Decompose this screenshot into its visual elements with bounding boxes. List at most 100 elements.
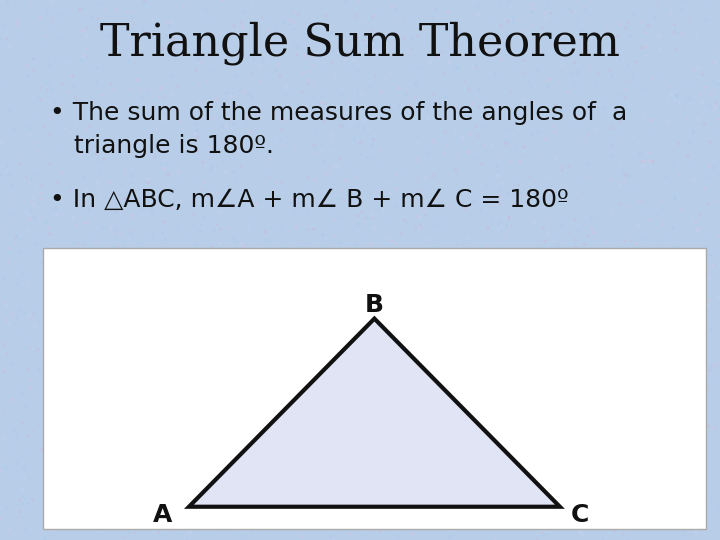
Point [177, 2, 189, 11]
Point [603, 125, 614, 133]
Point [14, 508, 26, 516]
Point [282, 350, 293, 359]
Point [321, 252, 333, 260]
Point [256, 254, 268, 263]
Point [635, 332, 647, 341]
Point [105, 32, 117, 40]
Point [453, 63, 464, 71]
Point [353, 68, 364, 76]
Point [289, 145, 301, 154]
Point [23, 195, 35, 204]
Point [590, 464, 602, 472]
Point [659, 461, 670, 469]
Point [623, 125, 634, 134]
Point [125, 103, 137, 112]
Point [32, 170, 43, 178]
Point [27, 201, 39, 210]
Point [523, 77, 534, 85]
Point [293, 181, 305, 190]
Point [150, 97, 161, 105]
Point [452, 165, 464, 173]
Point [95, 309, 107, 318]
Point [693, 115, 704, 124]
Point [253, 62, 265, 71]
Point [515, 211, 526, 219]
Point [311, 312, 323, 320]
Point [86, 194, 98, 203]
Point [220, 168, 232, 177]
Point [222, 472, 234, 481]
Point [280, 244, 292, 253]
Point [282, 91, 293, 99]
Point [22, 248, 33, 256]
Point [306, 198, 318, 206]
Point [570, 57, 582, 66]
Point [426, 96, 438, 105]
Point [197, 135, 209, 144]
Point [91, 224, 102, 233]
Point [557, 166, 568, 174]
Point [472, 490, 483, 499]
Point [456, 422, 468, 431]
Point [339, 258, 351, 267]
Point [410, 187, 422, 196]
Point [14, 235, 25, 244]
Point [62, 87, 73, 96]
Point [364, 366, 376, 375]
Point [127, 14, 138, 22]
Point [482, 223, 494, 232]
Point [162, 357, 174, 366]
Point [624, 377, 635, 386]
Point [229, 238, 240, 246]
Point [349, 504, 361, 513]
Point [325, 275, 336, 284]
Point [46, 14, 58, 22]
Point [703, 43, 714, 51]
Point [427, 413, 438, 422]
Point [589, 125, 600, 134]
Point [349, 341, 361, 349]
Point [20, 525, 32, 534]
Point [265, 154, 276, 163]
Point [164, 436, 176, 444]
Point [428, 295, 440, 304]
Point [268, 268, 279, 276]
Point [358, 509, 369, 518]
Point [703, 162, 715, 171]
Point [518, 57, 530, 65]
Point [338, 121, 349, 130]
Point [228, 120, 240, 129]
Point [183, 323, 194, 332]
Text: • The sum of the measures of the angles of  a
   triangle is 180º.: • The sum of the measures of the angles … [50, 101, 628, 158]
Point [356, 150, 367, 158]
Point [393, 102, 405, 111]
Point [436, 512, 447, 521]
Point [614, 117, 626, 126]
Point [205, 264, 217, 273]
Point [223, 181, 235, 190]
Point [526, 480, 537, 489]
Point [89, 497, 101, 505]
Point [105, 224, 117, 233]
Point [629, 383, 641, 392]
Point [705, 251, 716, 259]
Point [230, 284, 241, 293]
Point [96, 0, 107, 9]
Point [561, 354, 572, 362]
Point [606, 315, 617, 324]
Point [29, 322, 40, 330]
Point [174, 168, 186, 177]
Point [31, 239, 42, 247]
Point [398, 16, 410, 25]
Point [289, 426, 301, 434]
Point [297, 221, 308, 230]
Point [688, 320, 699, 328]
Point [296, 87, 307, 96]
Point [675, 355, 686, 364]
Point [12, 458, 23, 467]
Point [102, 449, 113, 457]
Point [660, 395, 672, 404]
Point [433, 446, 444, 455]
Point [433, 351, 445, 360]
Point [197, 185, 208, 194]
